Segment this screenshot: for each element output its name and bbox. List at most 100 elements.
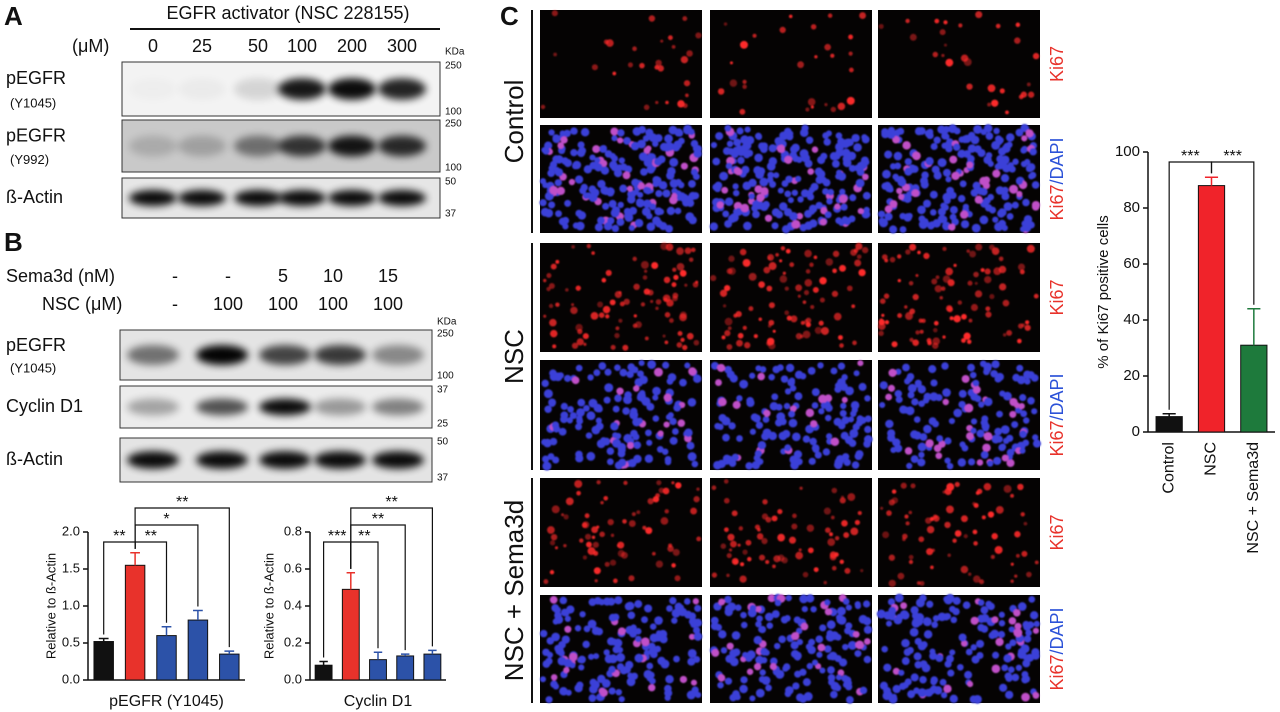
ki67-cell (643, 288, 651, 295)
ki67-cell (851, 304, 856, 309)
y-tick-label: 0 (1132, 423, 1140, 440)
ki67-cell (844, 567, 851, 574)
ki67-cell (932, 51, 939, 58)
significance-label: *** (1223, 148, 1242, 165)
cell-nucleus (998, 611, 1005, 618)
ki67-cell (742, 325, 747, 331)
ki67-cell (553, 52, 558, 57)
ki67-cell (855, 242, 863, 250)
ki67-cell (772, 329, 776, 333)
cell-nucleus (576, 415, 583, 422)
ki67-cell (591, 526, 599, 534)
cell-nucleus (645, 145, 652, 152)
cell-nucleus (789, 405, 797, 413)
ki67-cell (671, 45, 676, 49)
cell-nucleus (1028, 596, 1036, 603)
cell-nucleus (943, 197, 951, 205)
ki67-cell (757, 527, 761, 532)
cell-nucleus (925, 439, 934, 448)
ki67-cell (985, 311, 992, 318)
cell-nucleus (979, 187, 988, 196)
ki67-cell (918, 318, 923, 323)
ki67-cell (1014, 574, 1018, 578)
cell-nucleus (855, 640, 865, 650)
cell-nucleus (732, 400, 741, 409)
cell-nucleus (687, 398, 697, 407)
ki67-cell (742, 79, 747, 84)
cell-nucleus (992, 169, 1001, 178)
ki67-cell (797, 61, 804, 69)
ki67-cell (656, 480, 662, 486)
cells (539, 595, 703, 704)
cell-nucleus (1023, 223, 1032, 232)
cell-nucleus (882, 169, 891, 179)
ki67-cell (673, 274, 679, 281)
cell-nucleus (904, 158, 912, 166)
cell-nucleus (743, 221, 752, 231)
cells (543, 242, 700, 351)
stain-label: Ki67 (1047, 514, 1067, 550)
cell-nucleus (824, 599, 831, 606)
blot-band (328, 78, 376, 100)
cell-nucleus (547, 169, 556, 178)
cell-nucleus (859, 686, 868, 695)
cell-nucleus (827, 188, 835, 196)
cell-nucleus (1017, 602, 1027, 611)
cell-nucleus (919, 660, 928, 669)
ki67-cell (565, 288, 569, 292)
y-tick-label: 0.6 (284, 560, 302, 575)
cell-nucleus (787, 197, 794, 204)
cell-nucleus (824, 211, 832, 219)
cell-nucleus (1012, 158, 1019, 165)
blot-band (178, 135, 226, 157)
ki67-cell (806, 524, 815, 532)
ki67-cell (800, 320, 805, 325)
cell-nucleus (604, 150, 613, 158)
cell-nucleus (687, 452, 697, 462)
cell-nucleus (899, 405, 908, 414)
ki67-cell (632, 46, 637, 52)
ki67-cell (905, 312, 913, 321)
ki67-cell (768, 319, 775, 326)
ki67-cell (614, 290, 622, 299)
cell-nucleus (810, 420, 818, 428)
cell-nucleus (718, 598, 726, 606)
cell-nucleus (597, 216, 605, 225)
cell-nucleus (679, 378, 687, 387)
cell-nucleus (552, 134, 560, 142)
cell-nucleus (819, 667, 826, 674)
ki67-cell (1003, 484, 1012, 493)
ki67-cell (994, 545, 1003, 554)
ki67-cell (882, 531, 890, 539)
ki67-cell (1021, 550, 1028, 557)
ki67-cell (1010, 493, 1014, 498)
cell-nucleus (1020, 123, 1029, 133)
cell-nucleus (638, 125, 646, 134)
cell-nucleus (919, 675, 927, 684)
ki67-cell (963, 332, 971, 340)
cell-nucleus (733, 138, 742, 147)
cell-nucleus (815, 201, 823, 210)
ki67-cell (618, 318, 623, 323)
ki67-cell (640, 261, 649, 269)
cell-nucleus (799, 372, 807, 380)
ki67-cell (805, 107, 810, 112)
ki67-cell (953, 263, 957, 267)
cell-nucleus (937, 158, 947, 168)
cell-nucleus (757, 440, 767, 450)
cell-nucleus (618, 458, 627, 467)
blot-band (378, 190, 426, 206)
ki67-cell (881, 254, 888, 260)
ki67-cell (636, 510, 641, 515)
cell-nucleus (560, 402, 568, 411)
cell-nucleus (742, 651, 749, 659)
ki67-cell (905, 249, 911, 255)
cell-nucleus (856, 168, 865, 176)
cell-nucleus (746, 398, 755, 408)
cell-nucleus (971, 655, 980, 664)
ki67-cell (643, 269, 648, 273)
ki67-cell (797, 294, 801, 298)
ki67-cell (853, 248, 859, 253)
ki67-cell (748, 272, 757, 281)
cells (709, 124, 871, 234)
